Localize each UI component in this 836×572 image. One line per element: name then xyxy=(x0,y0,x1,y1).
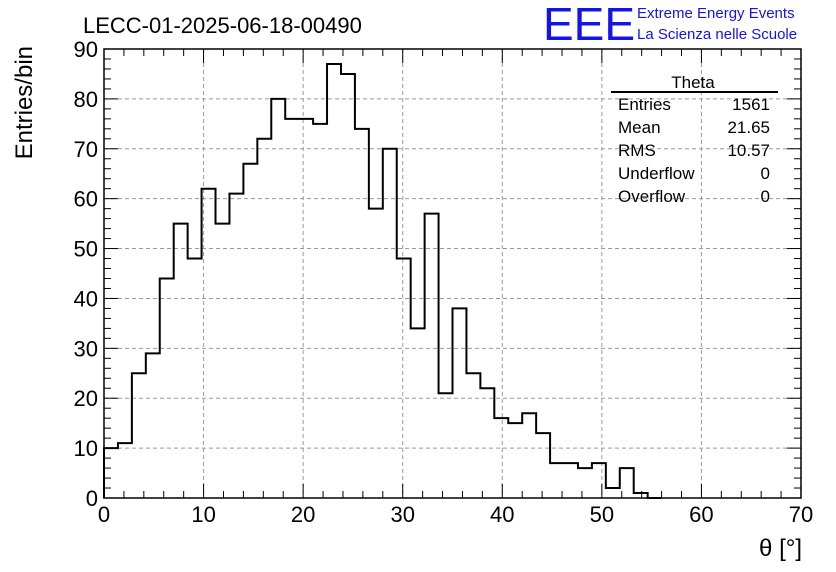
y-tick-label: 70 xyxy=(74,137,98,162)
x-tick-label: 30 xyxy=(390,502,414,527)
logo-mark: EEE xyxy=(543,0,635,50)
stats-label: RMS xyxy=(618,141,656,160)
stats-rows: Entries 1561 Mean 21.65 RMS 10.57 Underflow 0 Ov… xyxy=(618,95,770,206)
y-tick-label: 90 xyxy=(74,37,98,62)
y-tick-label: 20 xyxy=(74,386,98,411)
x-axis-title: θ [°] xyxy=(759,535,802,562)
stats-value: 1561 xyxy=(732,95,770,114)
grid-lines xyxy=(104,49,801,498)
x-tick-label: 20 xyxy=(291,502,315,527)
y-tick-label: 10 xyxy=(74,436,98,461)
stats-label: Overflow xyxy=(618,187,686,206)
logo-line-2: La Scienza nelle Scuole xyxy=(637,26,797,43)
x-tick-label: 50 xyxy=(590,502,614,527)
stats-label: Entries xyxy=(618,95,671,114)
y-axis-ticks: 0 10 20 30 40 50 60 70 80 90 xyxy=(74,37,801,511)
stats-label: Mean xyxy=(618,118,661,137)
stats-value: 10.57 xyxy=(727,141,770,160)
x-axis-ticks: 0 10 20 30 40 50 60 70 xyxy=(98,49,813,527)
stats-name: Theta xyxy=(671,73,715,92)
stats-box: Theta Entries 1561 Mean 21.65 RMS 10.57 Underf… xyxy=(611,73,778,206)
y-tick-label: 80 xyxy=(74,87,98,112)
chart-title: LECC-01-2025-06-18-00490 xyxy=(83,13,362,38)
y-tick-label: 30 xyxy=(74,336,98,361)
stats-value: 0 xyxy=(761,164,770,183)
y-tick-label: 60 xyxy=(74,187,98,212)
plot-frame xyxy=(103,48,802,499)
x-tick-label: 60 xyxy=(689,502,713,527)
x-tick-label: 0 xyxy=(98,502,110,527)
y-tick-label: 50 xyxy=(74,237,98,262)
eee-logo: EEE Extreme Energy Events La Scienza nel… xyxy=(543,0,797,50)
logo-line-1: Extreme Energy Events xyxy=(637,5,795,22)
stats-value: 0 xyxy=(761,187,770,206)
stats-label: Underflow xyxy=(618,164,695,183)
histogram-series xyxy=(103,62,662,499)
x-tick-label: 70 xyxy=(789,502,813,527)
x-tick-label: 10 xyxy=(191,502,215,527)
x-tick-label: 40 xyxy=(490,502,514,527)
y-tick-label: 40 xyxy=(74,286,98,311)
y-tick-label: 0 xyxy=(86,486,98,511)
y-axis-title: Entries/bin xyxy=(11,46,38,159)
stats-value: 21.65 xyxy=(727,118,770,137)
